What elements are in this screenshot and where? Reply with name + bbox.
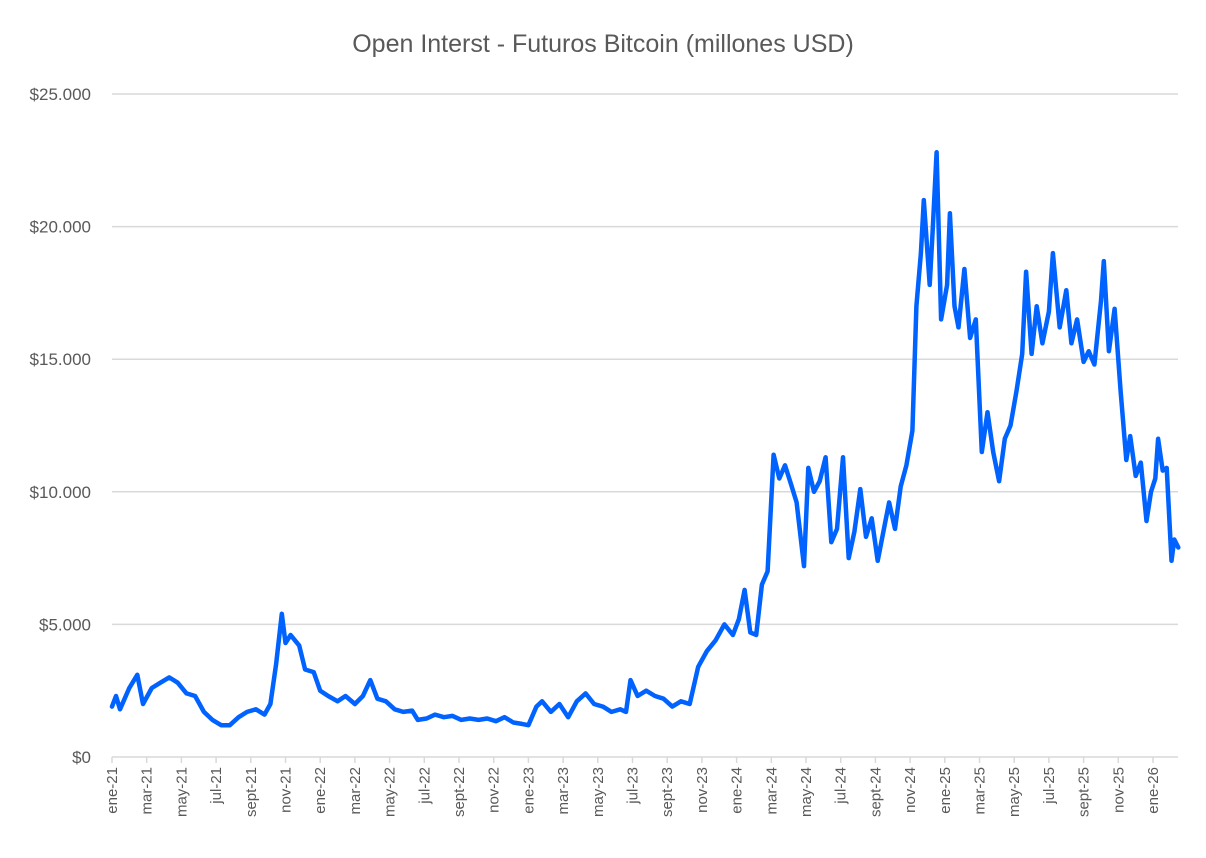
x-tick-label: may-21 (173, 767, 190, 817)
x-tick-label: ene-24 (729, 767, 746, 814)
x-tick-label: mar-23 (555, 767, 572, 815)
y-tick-label: $10.000 (30, 483, 91, 502)
x-tick-label: jul-22 (416, 767, 433, 805)
x-tick-label: may-22 (382, 767, 399, 817)
x-tick-label: sept-24 (867, 767, 884, 817)
x-tick-label: ene-26 (1145, 767, 1162, 814)
y-tick-label: $25.000 (30, 85, 91, 104)
y-tick-label: $5.000 (39, 615, 91, 634)
x-tick-label: nov-24 (902, 767, 919, 813)
x-tick-label: nov-21 (278, 767, 295, 813)
x-tick-label: ene-25 (937, 767, 954, 814)
x-tick-label: may-24 (798, 767, 815, 817)
y-tick-label: $20.000 (30, 218, 91, 237)
x-tick-label: nov-23 (694, 767, 711, 813)
x-tick-label: ene-22 (312, 767, 329, 814)
x-tick-label: sept-25 (1076, 767, 1093, 817)
y-tick-label: $0 (72, 748, 91, 767)
x-tick-label: jul-21 (208, 767, 225, 805)
gridlines (112, 93, 1178, 626)
x-tick-label: mar-24 (763, 767, 780, 815)
x-tick-label: jul-25 (1041, 767, 1058, 805)
y-tick-label: $15.000 (30, 350, 91, 369)
series-line (109, 150, 1181, 728)
x-tick-label: mar-21 (139, 767, 156, 815)
x-tick-label: mar-22 (347, 767, 364, 815)
x-tick-label: may-23 (590, 767, 607, 817)
chart-title: Open Interst - Futuros Bitcoin (millones… (352, 30, 854, 58)
x-tick-label: ene-21 (104, 767, 121, 814)
x-axis: ene-21 mar-21 may-21 jul-21 sept-21 nov-21 ene… (104, 756, 1178, 817)
x-tick-label: jul-23 (625, 767, 642, 805)
x-tick-label: jul-24 (833, 767, 850, 805)
x-tick-label: nov-25 (1110, 767, 1127, 813)
x-tick-label: may-25 (1006, 767, 1023, 817)
x-tick-label: nov-22 (486, 767, 503, 813)
series-layer (109, 150, 1181, 728)
x-tick-label: sept-22 (451, 767, 468, 817)
y-axis: $0 $5.000 $10.000 $15.000 $20.000 $25.000 (30, 85, 91, 767)
x-tick-label: mar-25 (972, 767, 989, 815)
x-tick-label: sept-23 (659, 767, 676, 817)
x-tick-label: ene-23 (520, 767, 537, 814)
x-tick-label: sept-21 (243, 767, 260, 817)
